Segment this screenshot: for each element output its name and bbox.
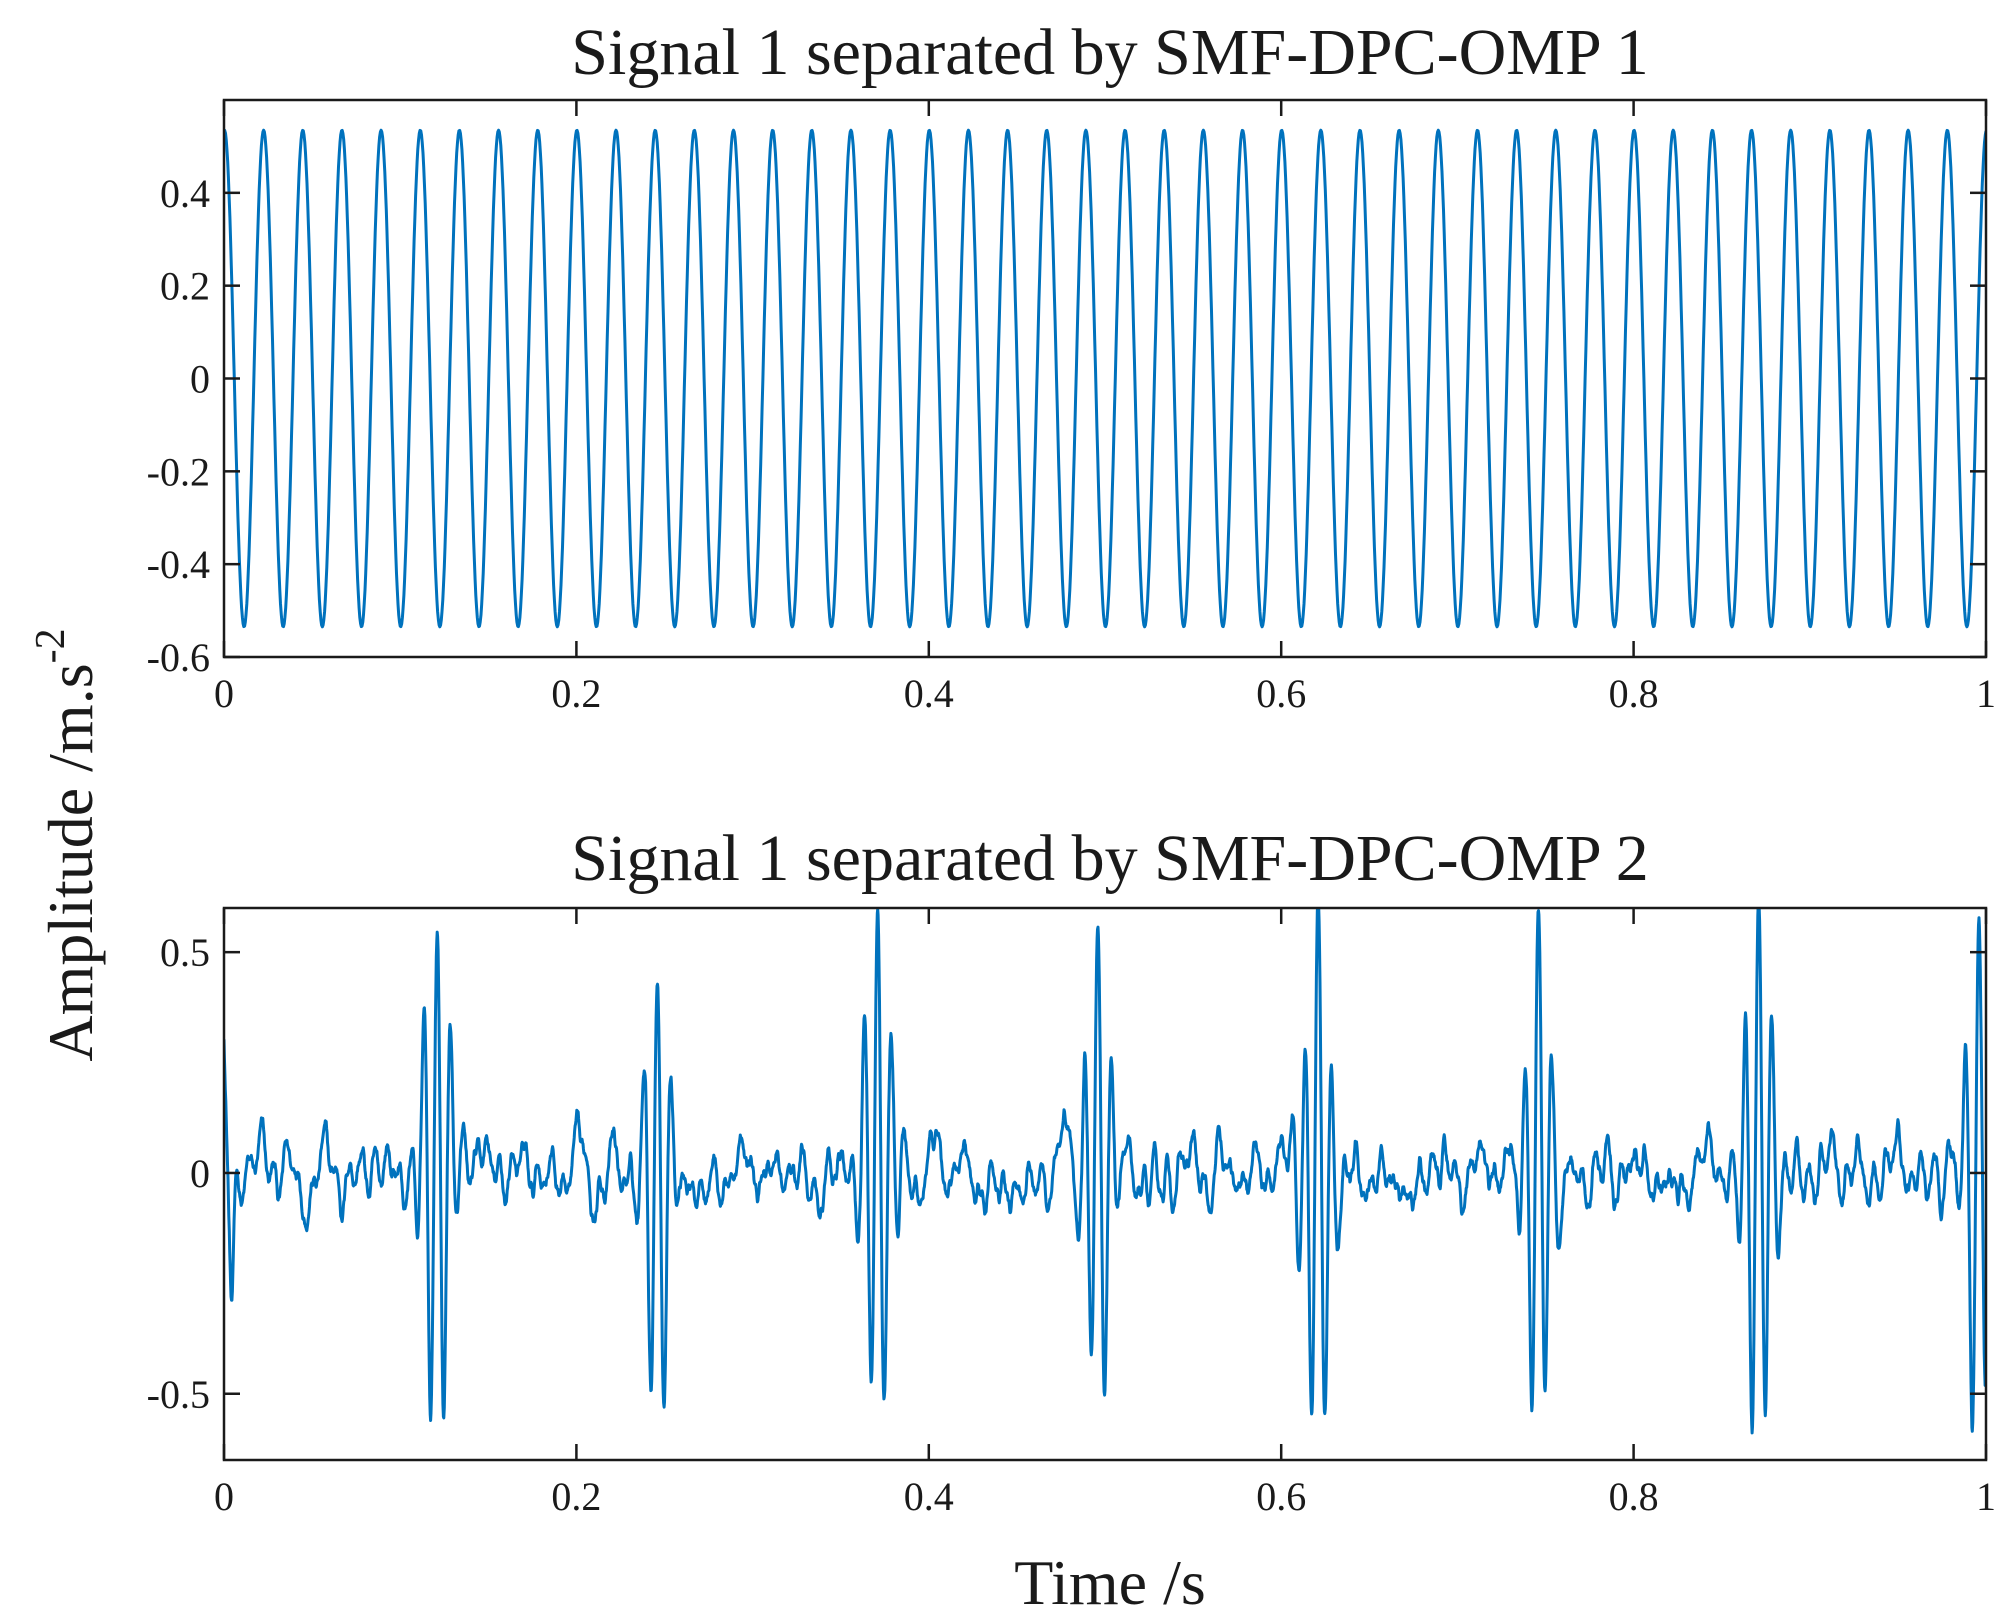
bottom-subplot: Signal 1 separated by SMF-DPC-OMP 2 0 0.2… xyxy=(147,822,1996,1519)
bottom-y-tick-label: 0.5 xyxy=(160,930,210,975)
top-y-tick-label: 0.2 xyxy=(160,264,210,309)
y-axis-label-superscript: -2 xyxy=(28,628,74,663)
bottom-x-tick-label: 0.8 xyxy=(1609,1474,1659,1519)
top-y-tick-label: 0 xyxy=(190,357,210,402)
top-x-tick-label: 0.8 xyxy=(1609,671,1659,716)
top-x-tick-label: 0 xyxy=(214,671,234,716)
top-y-tick-label: -0.4 xyxy=(147,542,210,587)
bottom-subplot-title: Signal 1 separated by SMF-DPC-OMP 2 xyxy=(571,822,1648,895)
bottom-x-tick-label: 0.4 xyxy=(904,1474,954,1519)
top-x-tick-label: 0.6 xyxy=(1256,671,1306,716)
top-x-tick-label: 1 xyxy=(1976,671,1996,716)
bottom-y-tick-label: -0.5 xyxy=(147,1372,210,1417)
top-series-line-0 xyxy=(224,128,1986,629)
top-subplot: Signal 1 separated by SMF-DPC-OMP 1 0 0.2… xyxy=(147,16,1996,716)
bottom-series-line-0 xyxy=(224,908,1986,1435)
bottom-x-tick-label: 0.6 xyxy=(1256,1474,1306,1519)
y-axis-label: Amplitude /m.s-2 xyxy=(28,628,106,1061)
bottom-x-tick-label: 0 xyxy=(214,1474,234,1519)
bottom-plot-area: 0 0.2 0.4 0.6 0.8 1 -0.5 0 0.5 xyxy=(147,906,1996,1519)
top-y-tick-label: -0.2 xyxy=(147,449,210,494)
bottom-axes-frame xyxy=(222,906,1988,1462)
bottom-x-tick-label: 1 xyxy=(1976,1474,1996,1519)
top-subplot-title: Signal 1 separated by SMF-DPC-OMP 1 xyxy=(571,16,1648,89)
top-x-tick-label: 0.4 xyxy=(904,671,954,716)
top-plot-area: 0 0.2 0.4 0.6 0.8 1 -0.6 -0.4 -0.2 0 0.2 0.4 xyxy=(147,98,1996,716)
x-axis-label: Time /s xyxy=(1014,1547,1206,1618)
top-y-tick-label: -0.6 xyxy=(147,635,210,680)
bottom-y-tick-label: 0 xyxy=(190,1151,210,1196)
top-y-tick-label: 0.4 xyxy=(160,171,210,216)
top-x-tick-label: 0.2 xyxy=(551,671,601,716)
y-axis-label-text: Amplitude /m.s xyxy=(35,663,106,1061)
bottom-x-tick-label: 0.2 xyxy=(551,1474,601,1519)
